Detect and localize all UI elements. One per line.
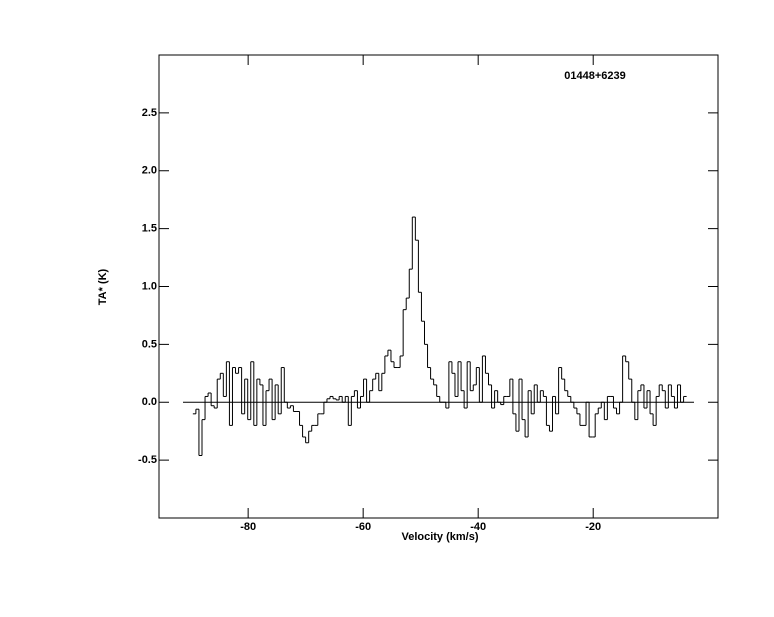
plot-frame — [158, 54, 719, 519]
y-tick-label: 2.0 — [142, 165, 157, 177]
y-tick-label: 1.5 — [142, 223, 157, 235]
x-tick-label: -20 — [585, 521, 601, 533]
x-tick-label: -40 — [470, 521, 486, 533]
y-tick-label: 1.0 — [142, 280, 157, 292]
chart-title: 01448+6239 — [564, 70, 625, 82]
x-tick-label: -60 — [355, 521, 371, 533]
x-axis-label: Velocity (km/s) — [401, 531, 478, 543]
y-tick-label: 0.0 — [142, 396, 157, 408]
y-axis-label: TA* (K) — [97, 268, 109, 305]
y-tick-label: 0.5 — [142, 338, 157, 350]
y-tick-label: 2.5 — [142, 107, 157, 119]
x-tick-label: -80 — [240, 521, 256, 533]
y-tick-label: -0.5 — [138, 454, 157, 466]
